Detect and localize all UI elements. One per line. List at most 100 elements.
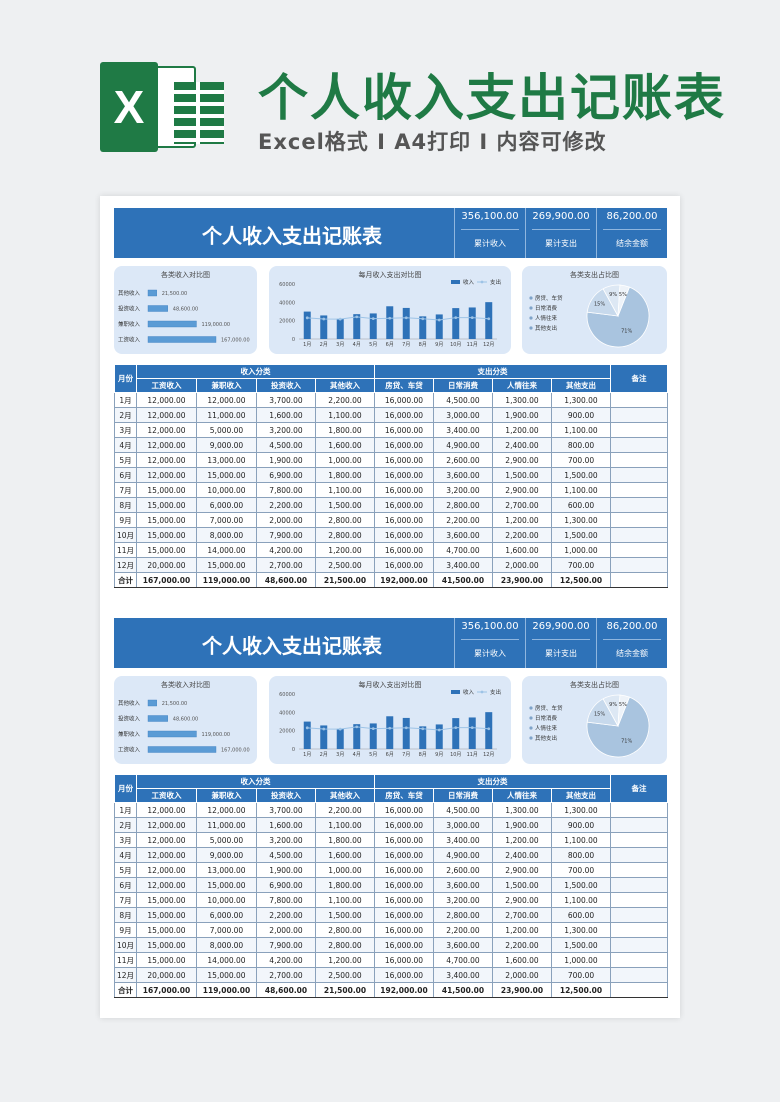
- panel-title: 每月收入支出对比图: [358, 681, 422, 689]
- amount-cell: 3,600.00: [433, 527, 493, 543]
- kpi-label: 累计收入: [474, 239, 506, 248]
- x-tick-label: 4月: [353, 752, 361, 758]
- amount-cell: 2,600.00: [433, 862, 493, 878]
- amount-cell: 16,000.00: [374, 392, 434, 408]
- month-cell: 2月: [114, 407, 137, 423]
- col-other-income: 其他收入: [315, 378, 375, 393]
- income-compare-panel: 各类收入对比图 其他收入 21,500.00 投资收入 48,600.00 兼职收入 11…: [114, 676, 257, 764]
- total-cell: 119,000.00: [196, 572, 257, 588]
- total-cell: 48,600.00: [256, 572, 316, 588]
- amount-cell: 16,000.00: [374, 542, 434, 558]
- amount-cell: 2,800.00: [315, 922, 375, 938]
- legend-marker: [529, 736, 533, 740]
- col-loans: 房贷、车贷: [374, 788, 434, 803]
- kpi-label: 结余金额: [616, 239, 648, 248]
- amount-cell: 16,000.00: [374, 452, 434, 468]
- total-cell: 192,000.00: [374, 982, 434, 998]
- note-cell: [610, 832, 668, 848]
- slice-label: 9%: [609, 702, 617, 708]
- income-bar: [485, 712, 493, 749]
- amount-cell: 3,400.00: [433, 557, 493, 573]
- amount-cell: 1,600.00: [492, 952, 552, 968]
- amount-cell: 2,900.00: [492, 862, 552, 878]
- amount-cell: 16,000.00: [374, 467, 434, 483]
- slice-label: 71%: [621, 739, 632, 745]
- amount-cell: 4,500.00: [256, 437, 316, 453]
- amount-cell: 1,200.00: [492, 832, 552, 848]
- kpi-label: 结余金额: [616, 649, 648, 658]
- banner-title: 个人收入支出记账表: [258, 69, 726, 127]
- month-cell: 7月: [114, 482, 137, 498]
- amount-cell: 16,000.00: [374, 952, 434, 968]
- legend-marker: [529, 706, 533, 710]
- slice-label: 15%: [594, 711, 605, 717]
- table-row: 5月 12,000.00 13,000.00 1,900.00 1,000.00 16,0…: [114, 862, 668, 878]
- amount-cell: 12,000.00: [196, 802, 257, 818]
- bar: [147, 289, 157, 297]
- amount-cell: 2,700.00: [492, 497, 552, 513]
- income-bar: [386, 716, 394, 749]
- table-row: 6月 12,000.00 15,000.00 6,900.00 1,800.00 16,0…: [114, 877, 668, 893]
- banner: X 个人收入支出记账表 Excel格式 I A4打印 I 内容可修改: [0, 0, 780, 200]
- col-parttime: 兼职收入: [196, 378, 257, 393]
- amount-cell: 3,400.00: [433, 422, 493, 438]
- month-cell: 5月: [114, 452, 137, 468]
- amount-cell: 3,200.00: [433, 482, 493, 498]
- amount-cell: 12,000.00: [136, 467, 197, 483]
- panel-title: 每月收入支出对比图: [358, 271, 422, 279]
- legend-label: 日常消费: [535, 304, 558, 312]
- x-tick-label: 5月: [369, 752, 377, 758]
- kpi-total-income: 356,100.00 累计收入: [454, 618, 525, 668]
- expense-share-panel: 各类支出占比图 房贷、车贷 日常消费 人情往来 其他支出 71% 15% 9% 5%: [522, 266, 667, 354]
- col-parttime: 兼职收入: [196, 788, 257, 803]
- amount-cell: 16,000.00: [374, 512, 434, 528]
- category-label: 其他收入: [118, 699, 141, 707]
- expense-group-header: 支出分类: [374, 364, 611, 379]
- x-tick-label: 3月: [336, 342, 344, 348]
- amount-cell: 16,000.00: [374, 832, 434, 848]
- amount-cell: 800.00: [551, 847, 611, 863]
- ledger-table: 月份 收入分类 支出分类 备注 工资收入 兼职收入 投资收入 其他收入 房贷、车…: [114, 774, 668, 998]
- amount-cell: 14,000.00: [196, 542, 257, 558]
- x-tick-label: 1月: [303, 752, 311, 758]
- amount-cell: 15,000.00: [136, 542, 197, 558]
- y-tick-label: 60000: [279, 282, 295, 288]
- y-tick-label: 20000: [279, 319, 295, 325]
- month-cell: 11月: [114, 542, 137, 558]
- kpi-total-income: 356,100.00 累计收入: [454, 208, 525, 258]
- amount-cell: 6,900.00: [256, 877, 316, 893]
- amount-cell: 1,800.00: [315, 877, 375, 893]
- pie-slice: [617, 284, 630, 317]
- table-row: 10月 15,000.00 8,000.00 7,900.00 2,800.00 16,0…: [114, 937, 668, 953]
- total-cell: 23,900.00: [492, 982, 552, 998]
- data-label: 167,000.00: [221, 338, 250, 344]
- amount-cell: 15,000.00: [196, 967, 257, 983]
- table-row: 1月 12,000.00 12,000.00 3,700.00 2,200.00 16,0…: [114, 802, 668, 818]
- month-cell: 1月: [114, 802, 137, 818]
- expense-point: [404, 316, 408, 320]
- amount-cell: 1,800.00: [315, 422, 375, 438]
- amount-cell: 12,000.00: [136, 422, 197, 438]
- table-row: 7月 15,000.00 10,000.00 7,800.00 1,100.00 16,0…: [114, 892, 668, 908]
- income-bar: [303, 721, 311, 749]
- amount-cell: 9,000.00: [196, 437, 257, 453]
- note-cell: [610, 877, 668, 893]
- slice-label: 71%: [621, 329, 632, 335]
- amount-cell: 1,500.00: [551, 527, 611, 543]
- x-tick-label: 4月: [353, 342, 361, 348]
- note-cell: [610, 482, 668, 498]
- table-row: 5月 12,000.00 13,000.00 1,900.00 1,000.00 16,0…: [114, 452, 668, 468]
- amount-cell: 7,900.00: [256, 527, 316, 543]
- legend-label: 日常消费: [535, 714, 558, 722]
- amount-cell: 12,000.00: [136, 862, 197, 878]
- category-label: 兼职收入: [118, 320, 141, 328]
- total-cell: 41,500.00: [433, 572, 493, 588]
- x-tick-label: 2月: [320, 752, 328, 758]
- amount-cell: 16,000.00: [374, 922, 434, 938]
- expense-point: [454, 726, 458, 730]
- kpi-value: 269,900.00: [532, 211, 590, 222]
- x-tick-label: 7月: [402, 752, 410, 758]
- amount-cell: 2,700.00: [492, 907, 552, 923]
- note-cell: [610, 452, 668, 468]
